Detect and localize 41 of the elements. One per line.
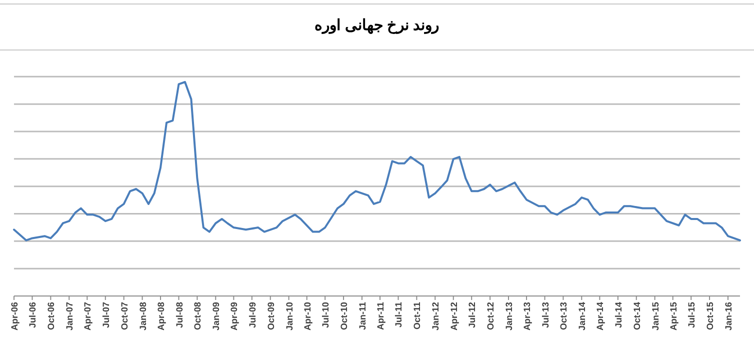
x-tick-label: Jan-12 — [430, 302, 441, 331]
x-tick-label: Jan-13 — [504, 302, 514, 331]
title: روند نرخ جهانی اوره — [314, 17, 440, 34]
x-tick-label: Jul-15 — [686, 302, 697, 328]
x-tick-label: Jul-09 — [247, 302, 258, 328]
x-tick-label: Jul-11 — [394, 302, 404, 328]
x-tick-label: Jan-11 — [357, 302, 368, 330]
x-tick-label: Apr-13 — [522, 302, 532, 331]
x-tick-label: Jan-09 — [211, 302, 222, 331]
x-tick-label: Jul-06 — [28, 302, 38, 328]
x-tick-label: Oct-07 — [119, 302, 130, 330]
x-tick-label: Jul-12 — [467, 302, 478, 328]
x-tick-label: Jul-14 — [613, 302, 624, 328]
x-tick-label: Oct-10 — [339, 302, 350, 330]
x-tick-label: Jul-13 — [540, 302, 550, 328]
x-tick-label: Jan-07 — [64, 302, 75, 331]
x-tick-label: Oct-08 — [192, 302, 203, 330]
x-tick-label: Oct-12 — [486, 302, 496, 330]
x-tick-label: Jan-16 — [723, 302, 734, 331]
x-tick-label: Oct-11 — [412, 302, 422, 330]
x-tick-label: Jan-10 — [284, 302, 294, 331]
x-tick-label: Apr-10 — [302, 302, 312, 331]
x-tick-label: Jul-08 — [174, 302, 184, 328]
x-tick-label: Apr-09 — [229, 302, 240, 331]
x-tick-label: Oct-14 — [632, 302, 642, 330]
x-tick-label: Oct-06 — [46, 302, 56, 330]
x-tick-label: Jan-15 — [650, 302, 660, 331]
x-tick-label: Apr-06 — [10, 302, 20, 331]
x-tick-label: Apr-14 — [595, 302, 606, 331]
x-tick-label: Apr-15 — [668, 302, 678, 331]
x-tick-label: Oct-15 — [705, 302, 716, 330]
x-tick-label: Oct-09 — [266, 302, 276, 330]
x-tick-label: Apr-08 — [156, 302, 166, 331]
x-tick-label: Apr-07 — [82, 302, 93, 331]
x-tick-label: Jul-07 — [100, 302, 111, 328]
x-tick-label: Jul-10 — [320, 302, 331, 328]
x-tick-label: Apr-12 — [448, 302, 459, 331]
x-tick-label: Jan-14 — [577, 302, 588, 331]
x-tick-label: Oct-13 — [558, 302, 569, 330]
x-tick-label: Apr-11 — [376, 302, 386, 330]
x-tick-label: Jan-08 — [138, 302, 148, 331]
